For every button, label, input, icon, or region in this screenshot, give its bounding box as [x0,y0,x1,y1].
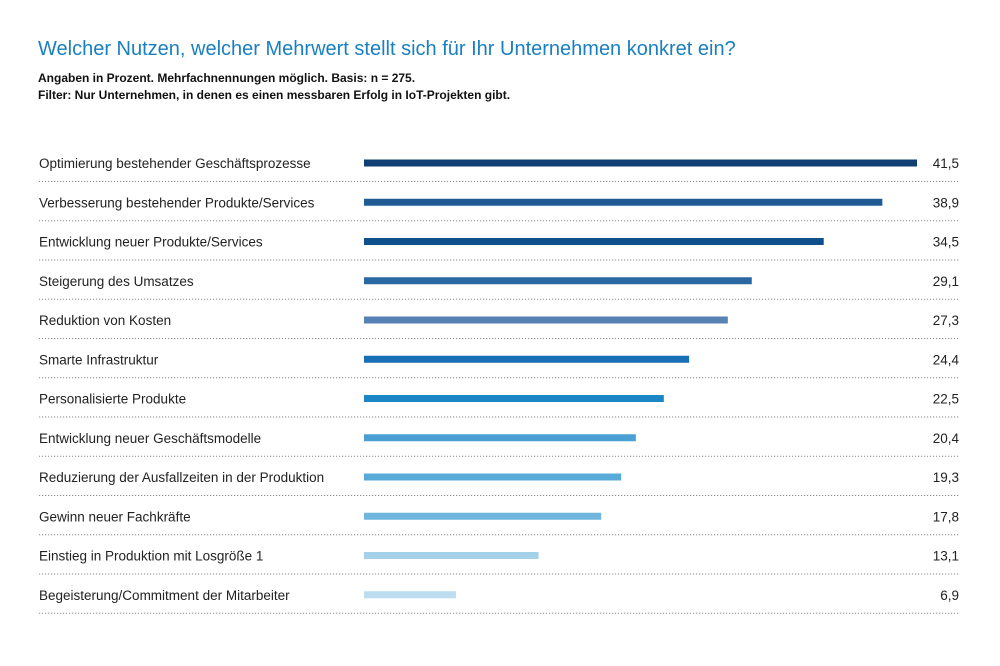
value-label: 22,5 [933,392,959,407]
bar [364,159,917,167]
value-label: 41,5 [933,156,959,171]
value-label: 38,9 [933,195,959,210]
bar-row: Reduktion von Kosten 27,3 [39,313,959,339]
bar-row: Entwicklung neuer Produkte/Services 34,5 [39,235,959,261]
category-label: Optimierung bestehender Geschäftsprozess… [39,156,311,171]
category-label: Personalisierte Produkte [39,392,186,407]
bar-row: Steigerung des Umsatzes 29,1 [39,274,959,300]
category-label: Entwicklung neuer Geschäftsmodelle [39,431,261,446]
value-label: 20,4 [933,431,960,446]
chart-subtitle-basis: Angaben in Prozent. Mehrfachnennungen mö… [38,71,416,85]
bar [364,591,456,599]
value-label: 34,5 [933,235,959,250]
bar [364,198,883,206]
category-label: Reduzierung der Ausfallzeiten in der Pro… [39,470,324,485]
value-label: 29,1 [933,274,959,289]
bar-row: Gewinn neuer Fachkräfte 17,8 [39,509,959,536]
chart-title: Welcher Nutzen, welcher Mehrwert stellt … [38,38,736,60]
bar [364,355,690,363]
bar [364,552,539,559]
category-label: Steigerung des Umsatzes [39,274,194,289]
value-label: 19,3 [933,470,959,485]
bar [364,434,636,442]
bar [364,395,664,402]
bar-row: Smarte Infrastruktur 24,4 [39,352,960,379]
bar [364,473,622,481]
category-label: Verbesserung bestehender Produkte/Servic… [39,195,315,210]
bar [364,238,824,245]
bar-row: Optimierung bestehender Geschäftsprozess… [39,156,959,182]
value-label: 13,1 [933,549,959,564]
value-label: 17,8 [933,509,959,524]
bar [364,316,728,324]
bar-row: Verbesserung bestehender Produkte/Servic… [39,195,959,222]
bar-row: Personalisierte Produkte 22,5 [39,392,959,418]
bar-row: Reduzierung der Ausfallzeiten in der Pro… [39,470,959,496]
bar [364,277,752,285]
bar [364,512,602,520]
category-label: Gewinn neuer Fachkräfte [39,509,191,524]
value-label: 24,4 [933,352,960,367]
value-label: 6,9 [940,588,959,603]
bar-row: Entwicklung neuer Geschäftsmodelle 20,4 [39,431,959,457]
category-label: Reduktion von Kosten [39,313,171,328]
category-label: Entwicklung neuer Produkte/Services [39,235,263,250]
category-label: Smarte Infrastruktur [39,352,159,367]
chart-subtitle-filter: Filter: Nur Unternehmen, in denen es ein… [38,88,511,102]
category-label: Begeisterung/Commitment der Mitarbeiter [39,588,290,603]
value-label: 27,3 [933,313,959,328]
category-label: Einstieg in Produktion mit Losgröße 1 [39,549,263,564]
bar-row: Begeisterung/Commitment der Mitarbeiter 6… [39,588,959,614]
bar-row: Einstieg in Produktion mit Losgröße 1 13,… [39,549,959,575]
